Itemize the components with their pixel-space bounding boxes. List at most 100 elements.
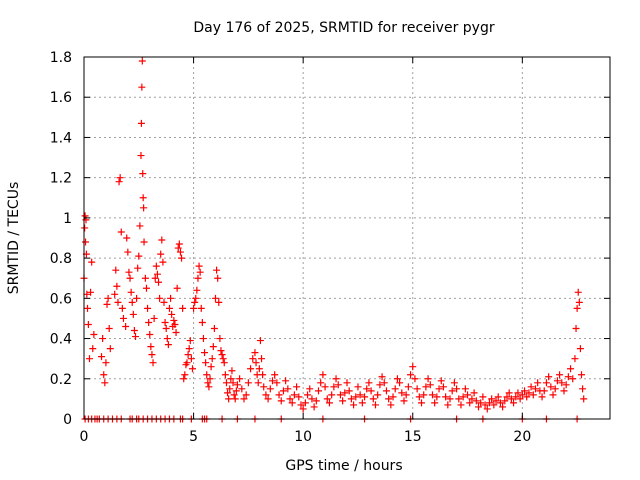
data-point [385, 395, 393, 403]
data-point [297, 401, 305, 409]
data-point [503, 393, 511, 401]
data-point [84, 304, 92, 312]
data-point [119, 314, 127, 322]
data-point [433, 393, 441, 401]
data-point [310, 403, 318, 411]
data-point [138, 83, 146, 91]
data-point [518, 391, 526, 399]
data-point [184, 351, 192, 359]
data-point [160, 298, 168, 306]
data-point [573, 304, 581, 312]
data-point [163, 335, 171, 343]
data-point [277, 397, 285, 405]
y-tick-label: 1 [63, 211, 72, 227]
data-point [339, 397, 347, 405]
data-point [84, 320, 92, 328]
data-point [186, 337, 194, 345]
data-point [233, 381, 241, 389]
data-point [479, 393, 487, 401]
data-point [81, 224, 89, 232]
data-point [116, 174, 124, 182]
y-tick-label: 1.2 [50, 171, 72, 187]
data-point [437, 377, 445, 385]
data-point [477, 399, 485, 407]
data-point [144, 304, 152, 312]
data-point [545, 373, 553, 381]
data-point [176, 248, 184, 256]
data-point [137, 152, 145, 160]
data-point [547, 383, 555, 391]
data-point [117, 228, 125, 236]
data-point [252, 359, 260, 367]
data-point [271, 371, 279, 379]
y-tick-label: 0.2 [50, 372, 72, 388]
data-point [525, 389, 533, 397]
data-point [158, 236, 166, 244]
data-point [114, 298, 122, 306]
data-point [527, 383, 535, 391]
data-point [139, 194, 147, 202]
data-point [87, 288, 95, 296]
data-point [483, 405, 491, 413]
data-point [347, 395, 355, 403]
data-point [190, 304, 198, 312]
data-point [450, 379, 458, 387]
data-point [181, 371, 189, 379]
data-point [82, 238, 90, 246]
data-point [155, 278, 163, 286]
data-point [264, 395, 272, 403]
data-point [164, 341, 172, 349]
data-point [218, 351, 226, 359]
data-point [106, 345, 114, 353]
data-point [323, 395, 331, 403]
data-point [138, 57, 146, 65]
plot-frame [83, 56, 611, 420]
data-point [101, 379, 109, 387]
x-tick-label: 10 [294, 429, 312, 445]
data-point [255, 365, 263, 373]
data-point [151, 274, 159, 282]
data-point [167, 294, 175, 302]
data-point [510, 399, 518, 407]
data-point [174, 244, 182, 252]
data-point [215, 298, 223, 306]
data-point [103, 300, 111, 308]
data-points [80, 57, 588, 423]
data-point [203, 371, 211, 379]
data-point [428, 391, 436, 399]
data-point [523, 393, 531, 401]
data-point [126, 274, 134, 282]
data-point [179, 304, 187, 312]
data-point [538, 393, 546, 401]
data-point [418, 399, 426, 407]
data-point [214, 274, 222, 282]
data-point [295, 393, 303, 401]
data-point [204, 379, 212, 387]
data-point [254, 379, 262, 387]
data-point [411, 375, 419, 383]
data-point [127, 288, 135, 296]
data-point [210, 325, 218, 332]
data-point [317, 379, 325, 387]
data-point [153, 270, 161, 278]
data-point [99, 335, 107, 343]
data-point [562, 381, 570, 389]
data-point [404, 383, 412, 391]
data-point [209, 343, 217, 351]
data-point [124, 248, 132, 256]
data-point [122, 322, 130, 330]
data-point [89, 345, 97, 353]
data-point [413, 385, 421, 393]
data-point [306, 385, 314, 393]
y-tick-label: 1.4 [50, 130, 72, 146]
data-point [402, 391, 410, 399]
data-point [371, 401, 379, 409]
data-point [365, 379, 373, 387]
data-point [378, 373, 386, 381]
data-point [236, 375, 244, 383]
data-point [140, 204, 148, 212]
data-point [105, 325, 113, 332]
data-point [485, 399, 493, 407]
data-point [226, 385, 234, 393]
data-point [501, 397, 509, 405]
